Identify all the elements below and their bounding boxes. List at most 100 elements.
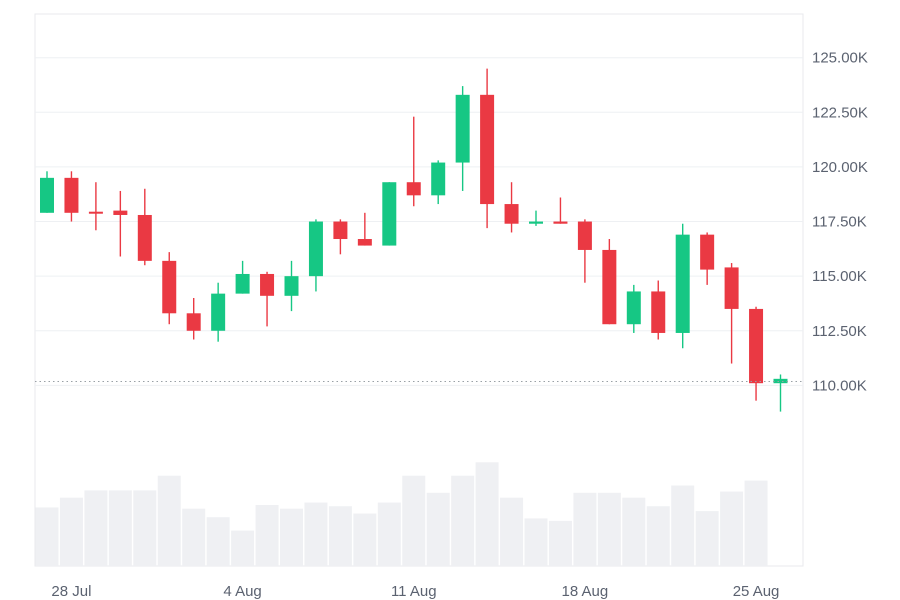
candle [700,232,715,285]
volume-bar [35,507,59,566]
candle-body [700,234,715,270]
volume-bar [671,485,695,566]
volume-bar [377,502,401,566]
candle [186,298,201,340]
candle [137,188,152,266]
candle-body [749,308,764,384]
y-tick-label: 120.00K [812,159,868,176]
candle-body [651,291,666,333]
volume-bar [231,530,255,566]
volume-bar [59,497,83,566]
volume-bar [695,511,719,566]
volume-bar [402,475,426,566]
x-tick-label: 28 Jul [51,583,91,600]
candle [577,219,592,283]
volume-bar [133,490,157,566]
candle [504,182,519,233]
candle [553,197,568,224]
candle [602,239,617,325]
volume-bar [304,502,328,566]
candle-body [602,249,617,325]
candle-body [162,260,177,314]
candle [480,68,495,229]
candle-body [480,94,495,205]
candle [260,271,275,327]
candle-body [137,214,152,261]
candle-body [406,182,421,196]
volume-bar [451,475,475,566]
candle-body [260,273,275,296]
candle-body [431,162,446,196]
volume-bar [720,491,744,566]
candle-body [211,293,226,331]
candle-body [88,211,103,214]
candle [64,171,79,222]
y-tick-label: 125.00K [812,50,868,67]
volume-bar [280,508,303,566]
volume-bar [84,490,108,566]
volume-bar [353,513,377,566]
volume-bar [426,492,450,566]
candle [455,86,470,191]
volume-bars [35,462,768,566]
candle [675,223,690,349]
candle-body [113,210,128,215]
volume-bar [646,506,670,566]
candle-body [284,276,299,296]
candle [284,260,299,312]
volume-bar [157,475,181,566]
candle [382,182,397,246]
volume-bar [108,490,132,566]
candle-body [382,182,397,246]
y-tick-label: 110.00K [812,377,867,394]
x-axis-ticks: 28 Jul 4 Aug 11 Aug 18 Aug 25 Aug [51,583,779,600]
candle-body [40,177,54,213]
candle [235,260,250,294]
candle [113,190,128,257]
candle-body [553,221,568,224]
candle-body [675,234,690,333]
candle [333,219,348,255]
candle [211,282,226,342]
y-axis-ticks: 110.00K 112.50K 115.00K 117.50K 120.00K 122.5… [812,50,868,395]
candle [773,374,788,412]
candles [40,68,788,412]
candle [529,210,543,226]
candle [308,219,323,292]
candle [40,171,54,213]
gridlines [35,57,803,386]
candle [357,212,372,246]
candle [406,116,421,207]
x-tick-label: 4 Aug [223,583,261,600]
volume-bar [573,492,597,566]
y-tick-label: 115.00K [812,268,867,285]
y-tick-label: 122.50K [812,104,868,121]
volume-bar [622,497,646,566]
candle-body [626,291,641,325]
candle-body [333,221,348,240]
y-tick-label: 117.50K [812,214,867,231]
volume-bar [328,506,352,566]
x-tick-label: 11 Aug [391,583,437,600]
candle [88,182,103,231]
candle-body [504,204,519,224]
candle-body [308,221,323,277]
candle-body [357,239,372,246]
volume-bar [500,497,524,566]
candle [749,306,764,401]
volume-bar [475,462,499,566]
x-tick-label: 18 Aug [562,583,609,600]
volume-bar [524,518,548,566]
y-tick-label: 112.50K [812,323,867,340]
candle [431,160,446,205]
candle [162,252,177,325]
candle [651,280,666,340]
candle-body [235,273,250,294]
volume-bar [548,520,572,566]
volume-bar [255,505,279,566]
x-tick-label: 25 Aug [733,583,780,600]
candle [724,263,739,364]
candle-body [64,177,79,213]
candle-body [577,221,592,250]
